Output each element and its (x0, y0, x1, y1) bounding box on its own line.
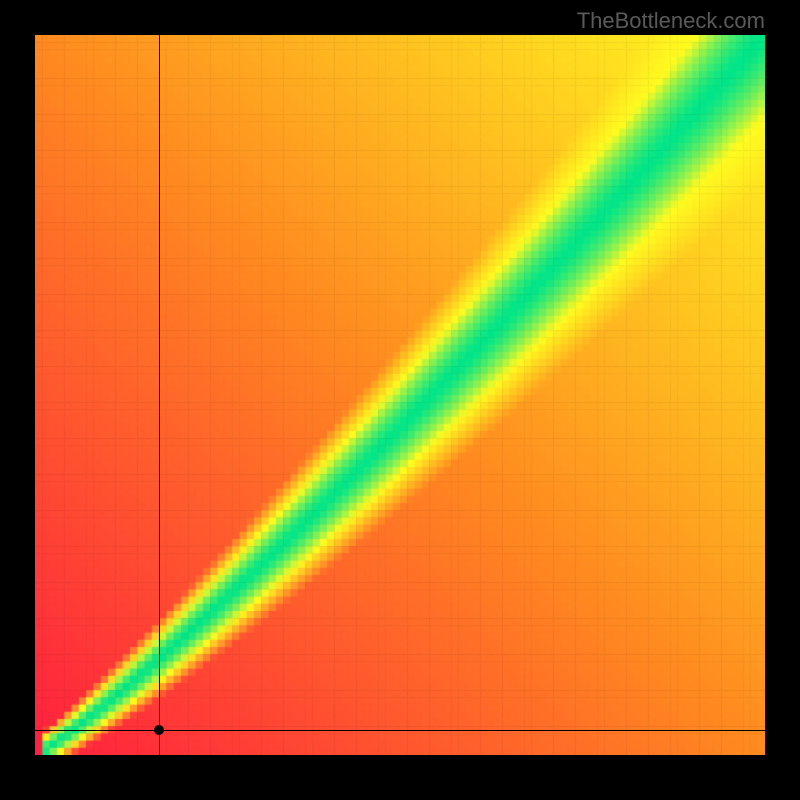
crosshair-vertical-line (159, 35, 160, 755)
crosshair-marker-dot (154, 725, 164, 735)
heatmap-canvas (35, 35, 765, 755)
watermark-text: TheBottleneck.com (577, 8, 765, 34)
heatmap-chart (35, 35, 765, 755)
crosshair-horizontal-line (35, 730, 765, 731)
